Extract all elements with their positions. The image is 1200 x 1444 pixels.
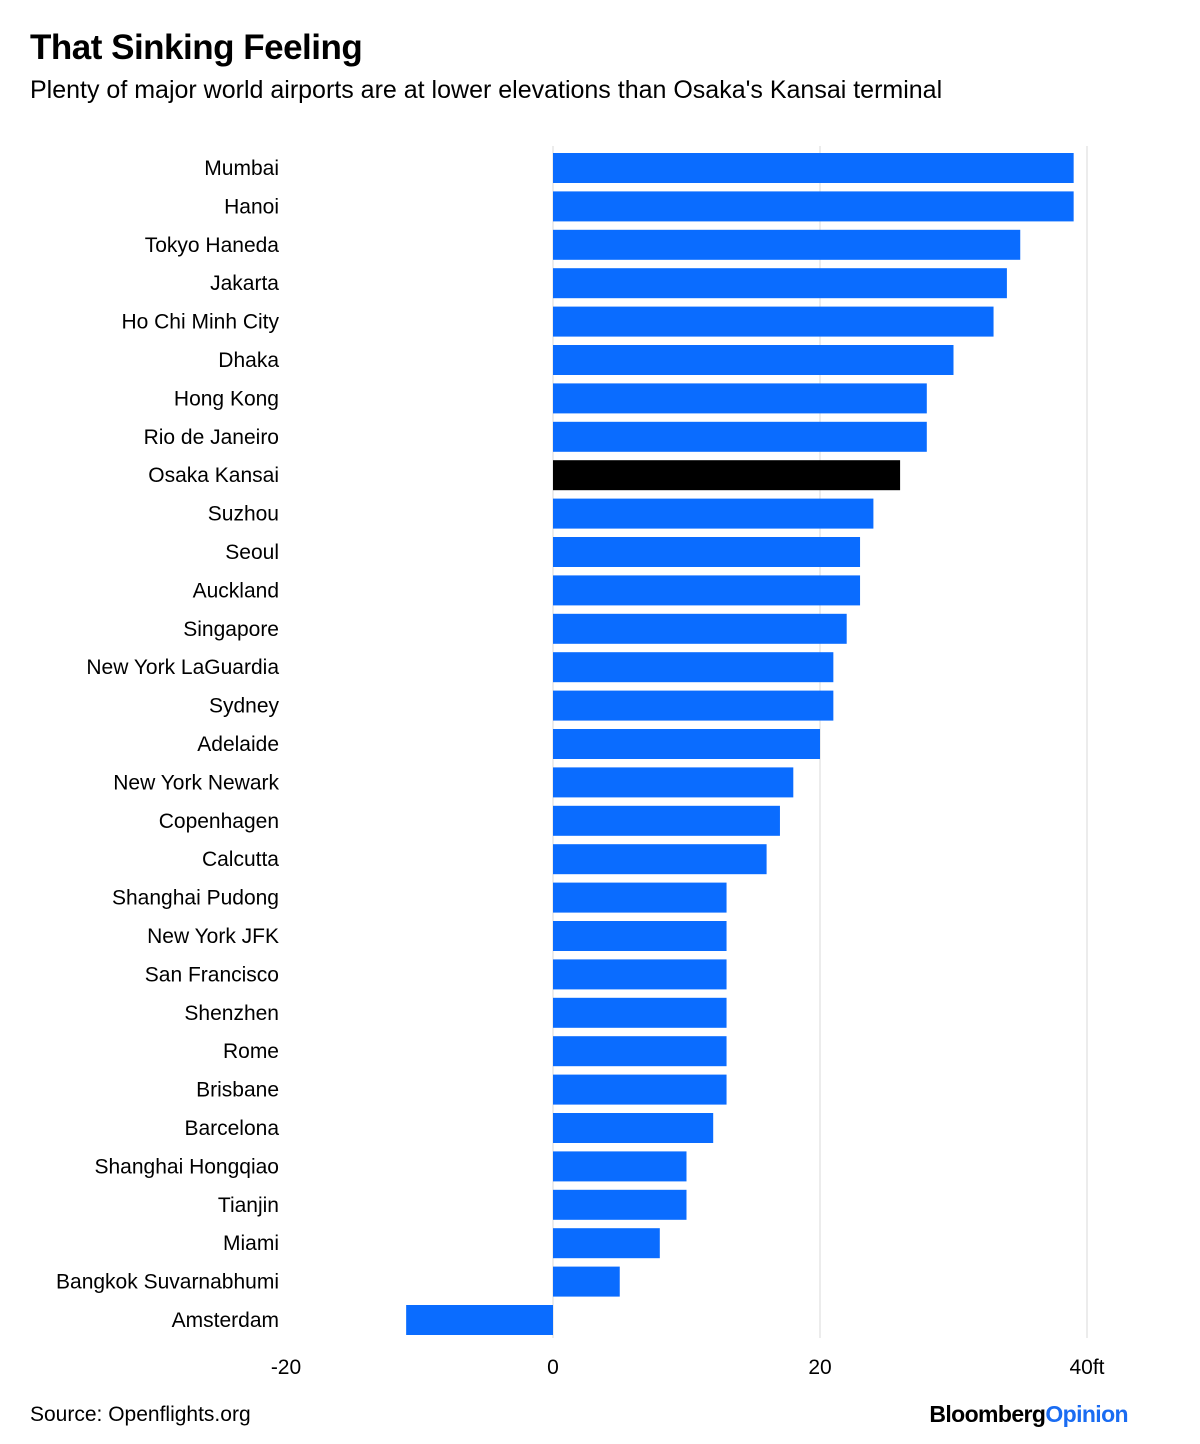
chart-subtitle: Plenty of major world airports are at lo…: [30, 76, 943, 104]
bar: [553, 191, 1074, 222]
category-label: Hanoi: [224, 195, 279, 218]
category-label: Sydney: [209, 695, 280, 718]
bar: [406, 1305, 553, 1335]
category-label: Miami: [223, 1232, 279, 1255]
category-label: Hong Kong: [174, 387, 279, 410]
bar: [553, 882, 727, 913]
bar: [553, 613, 847, 644]
bar: [553, 1189, 687, 1220]
bar: [553, 575, 861, 606]
category-label: Adelaide: [197, 733, 279, 756]
bar: [553, 229, 1021, 260]
category-labels: Mumbai Hanoi Tokyo Haneda Jakarta Ho Chi Min…: [56, 157, 279, 1332]
category-label: Auckland: [193, 579, 279, 602]
category-label: Mumbai: [204, 157, 279, 180]
bar: [553, 268, 1007, 299]
bar: [553, 959, 727, 990]
source-note: Source: Openflights.org: [30, 1403, 251, 1426]
category-label: New York Newark: [113, 771, 279, 794]
category-label: New York LaGuardia: [86, 656, 279, 679]
bar: [553, 690, 834, 721]
bar: [553, 921, 727, 951]
x-tick-label: 0: [547, 1356, 559, 1379]
category-label: Suzhou: [208, 503, 279, 526]
category-label: Barcelona: [184, 1117, 279, 1140]
category-label: Rome: [223, 1040, 279, 1063]
bars: [406, 153, 1074, 1335]
category-label: Bangkok Suvarnabhumi: [56, 1271, 279, 1294]
bar: [553, 1266, 620, 1297]
category-label: Shanghai Pudong: [112, 887, 279, 910]
x-tick-label: 40ft: [1069, 1356, 1104, 1379]
category-label: Tokyo Haneda: [145, 234, 280, 257]
bar: [553, 306, 994, 337]
bar: [553, 767, 794, 798]
x-tick-label: 20: [808, 1356, 831, 1379]
category-label: San Francisco: [145, 963, 279, 986]
category-label: Calcutta: [202, 848, 279, 871]
bar: [553, 729, 820, 759]
category-label: Dhaka: [218, 349, 279, 372]
bar: [553, 1036, 727, 1067]
bar: [553, 498, 874, 529]
category-label: Tianjin: [218, 1194, 279, 1217]
bar: [553, 997, 727, 1028]
category-label: Rio de Janeiro: [144, 426, 279, 449]
category-label: Seoul: [225, 541, 279, 564]
x-axis-ticks: -20 0 20 40ft: [271, 1356, 1105, 1379]
chart-title: That Sinking Feeling: [30, 28, 363, 67]
category-label: Copenhagen: [159, 810, 279, 833]
category-label: Shanghai Hongqiao: [95, 1155, 280, 1178]
bar: [553, 1228, 660, 1259]
category-label: Brisbane: [196, 1079, 279, 1102]
bloomberg-opinion-logo: BloombergOpinion: [929, 1401, 1128, 1428]
bar: [553, 460, 901, 491]
bar: [553, 1113, 714, 1143]
x-tick-label: -20: [271, 1356, 301, 1379]
bar: [553, 1151, 687, 1182]
bar: [553, 345, 954, 375]
category-label: New York JFK: [147, 925, 279, 948]
bar: [553, 805, 780, 836]
category-label: Amsterdam: [172, 1309, 279, 1332]
logo-product: Opinion: [1045, 1401, 1128, 1427]
logo-brand: Bloomberg: [929, 1401, 1046, 1427]
bar: [553, 537, 861, 567]
bar: [553, 153, 1074, 183]
bar: [553, 421, 927, 452]
category-label: Shenzhen: [184, 1002, 279, 1025]
bar: [553, 383, 927, 414]
bar: [553, 1074, 727, 1105]
category-label: Osaka Kansai: [148, 464, 279, 487]
category-label: Singapore: [183, 618, 279, 641]
bar: [553, 844, 767, 875]
bar: [553, 652, 834, 683]
category-label: Ho Chi Minh City: [121, 311, 279, 334]
category-label: Jakarta: [210, 272, 279, 295]
